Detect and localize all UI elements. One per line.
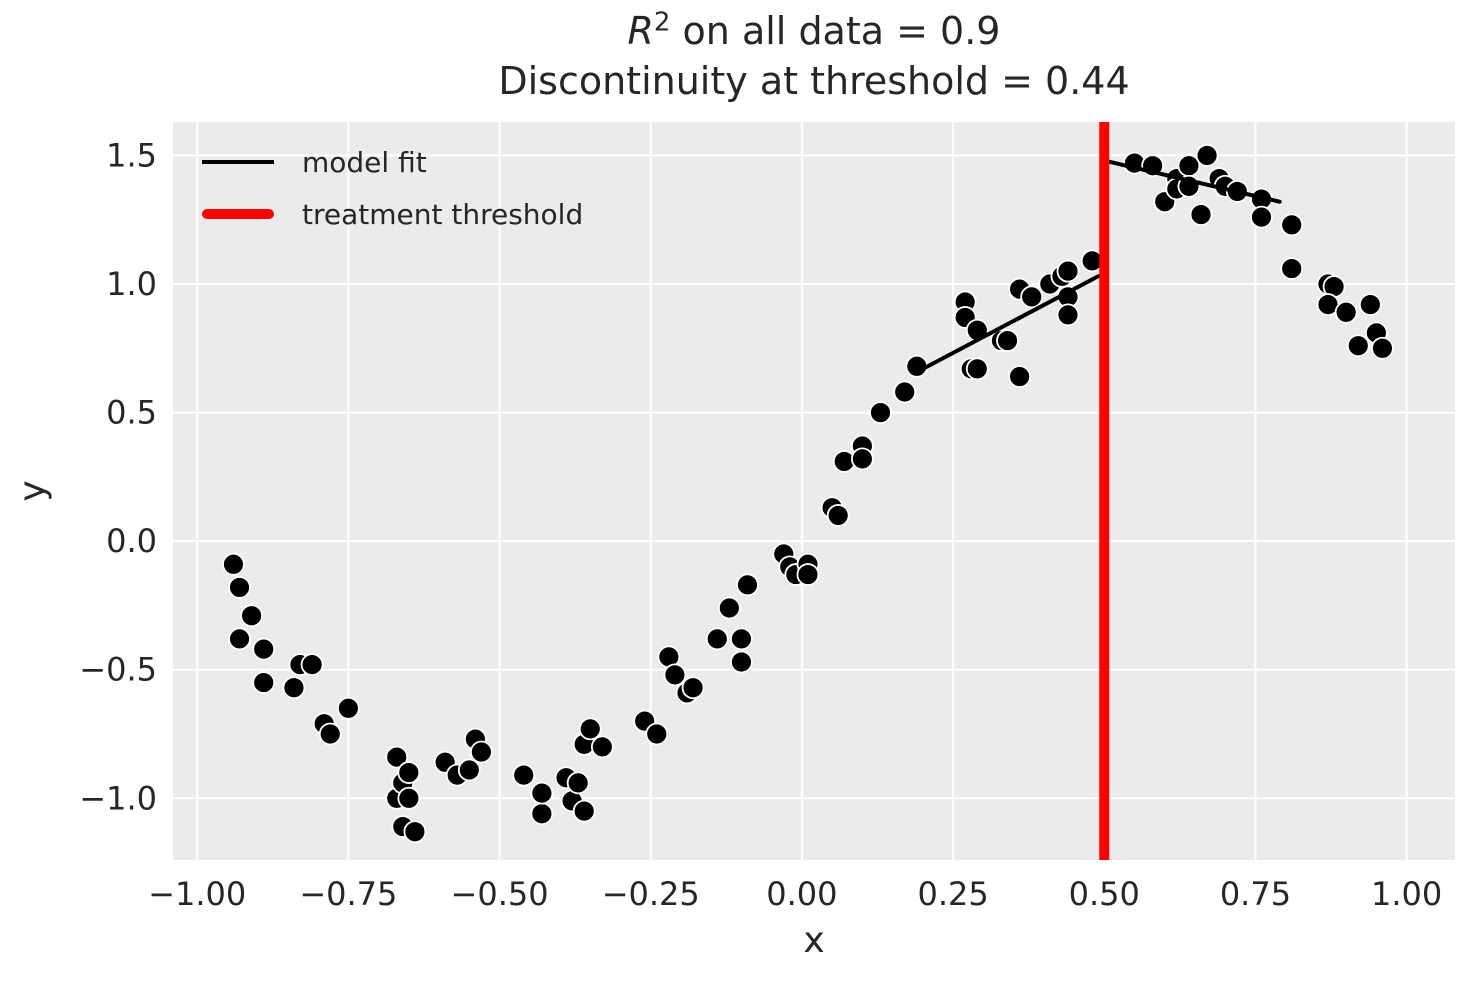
- axes-background: [173, 122, 1455, 860]
- y-tick-label: 1.5: [106, 136, 157, 174]
- chart-title-line1: R2 on all data = 0.9: [173, 6, 1455, 56]
- chart-title-line2: Discontinuity at threshold = 0.44: [498, 59, 1130, 103]
- scatter-point: [1334, 300, 1358, 324]
- scatter-point: [681, 676, 705, 700]
- scatter-point: [850, 447, 874, 471]
- x-tick-label: 0.00: [766, 875, 837, 913]
- scatter-point: [457, 758, 481, 782]
- scatter-point: [1346, 334, 1370, 358]
- scatter-point: [252, 671, 276, 694]
- chart-title: R2 on all data = 0.9 Discontinuity at th…: [173, 6, 1455, 106]
- scatter-point: [318, 722, 342, 746]
- x-tick-label: 1.00: [1371, 875, 1442, 913]
- scatter-point: [1056, 259, 1080, 283]
- legend-label-model-fit: model fit: [302, 145, 427, 179]
- scatter-point: [717, 596, 741, 620]
- x-tick-label: −0.75: [299, 875, 397, 913]
- scatter-point: [893, 380, 917, 404]
- title-r-exponent: 2: [653, 7, 671, 38]
- legend: model fit treatment threshold: [202, 143, 583, 233]
- threshold-line-swatch: [202, 209, 274, 219]
- scatter-point: [240, 604, 264, 628]
- scatter-point: [869, 401, 892, 424]
- scatter-point: [996, 329, 1019, 352]
- scatter-point: [403, 820, 427, 844]
- scatter-point: [222, 552, 245, 576]
- y-axis-label: y: [12, 480, 53, 501]
- x-tick-label: −1.00: [148, 875, 246, 913]
- scatter-point: [730, 650, 753, 674]
- x-axis-label: x: [803, 920, 824, 961]
- scatter-point: [1056, 303, 1080, 327]
- scatter-point: [397, 761, 421, 784]
- scatter-point: [1250, 205, 1273, 229]
- scatter-point: [826, 504, 850, 527]
- scatter-point: [965, 357, 989, 381]
- scatter-point: [1358, 293, 1382, 316]
- scatter-point: [663, 663, 687, 687]
- scatter-point: [300, 653, 324, 676]
- scatter-point: [397, 786, 421, 810]
- legend-label-treatment-threshold: treatment threshold: [302, 197, 584, 231]
- scatter-point: [385, 745, 409, 769]
- scatter-point: [1371, 336, 1394, 360]
- scatter-point: [1280, 213, 1304, 237]
- scatter-point: [578, 717, 602, 741]
- x-tick-label: 0.75: [1220, 875, 1291, 913]
- legend-item-treatment-threshold: treatment threshold: [202, 195, 583, 233]
- scatter-point: [590, 735, 614, 759]
- x-tick-label: 0.25: [917, 875, 988, 913]
- scatter-point: [1189, 203, 1213, 226]
- scatter-point: [1195, 144, 1219, 167]
- scatter-point: [530, 802, 554, 826]
- y-tick-label: 0.5: [106, 394, 157, 432]
- y-tick-label: −0.5: [79, 651, 157, 689]
- scatter-point: [572, 799, 596, 823]
- scatter-point: [470, 740, 493, 764]
- scatter-point: [530, 781, 554, 805]
- scatter-point: [796, 563, 820, 586]
- x-tick-label: 0.50: [1069, 875, 1140, 913]
- legend-item-model-fit: model fit: [202, 143, 583, 181]
- y-tick-label: 0.0: [106, 522, 157, 560]
- scatter-point: [1280, 257, 1304, 280]
- scatter-point: [736, 573, 759, 597]
- scatter-point: [1008, 365, 1032, 388]
- scatter-point: [282, 676, 306, 700]
- scatter-point: [336, 696, 360, 720]
- scatter-point: [730, 627, 753, 651]
- scatter-point: [228, 627, 251, 651]
- model-fit-line: [1102, 158, 1282, 204]
- title-line1-text: on all data = 0.9: [670, 9, 1001, 53]
- scatter-point: [252, 637, 276, 661]
- y-tick-label: 1.0: [106, 265, 157, 303]
- title-r-symbol: R: [627, 9, 654, 53]
- x-tick-label: −0.50: [451, 875, 549, 913]
- y-tick-label: −1.0: [79, 779, 157, 817]
- x-tick-label: −0.25: [602, 875, 700, 913]
- scatter-point: [645, 722, 669, 746]
- scatter-point: [705, 627, 729, 651]
- scatter-point: [512, 763, 536, 787]
- scatter-point: [566, 771, 590, 795]
- scatter-point: [228, 576, 251, 599]
- model-fit-line: [920, 274, 1101, 371]
- scatter-point: [1020, 285, 1044, 309]
- model-fit-line-swatch: [202, 160, 274, 164]
